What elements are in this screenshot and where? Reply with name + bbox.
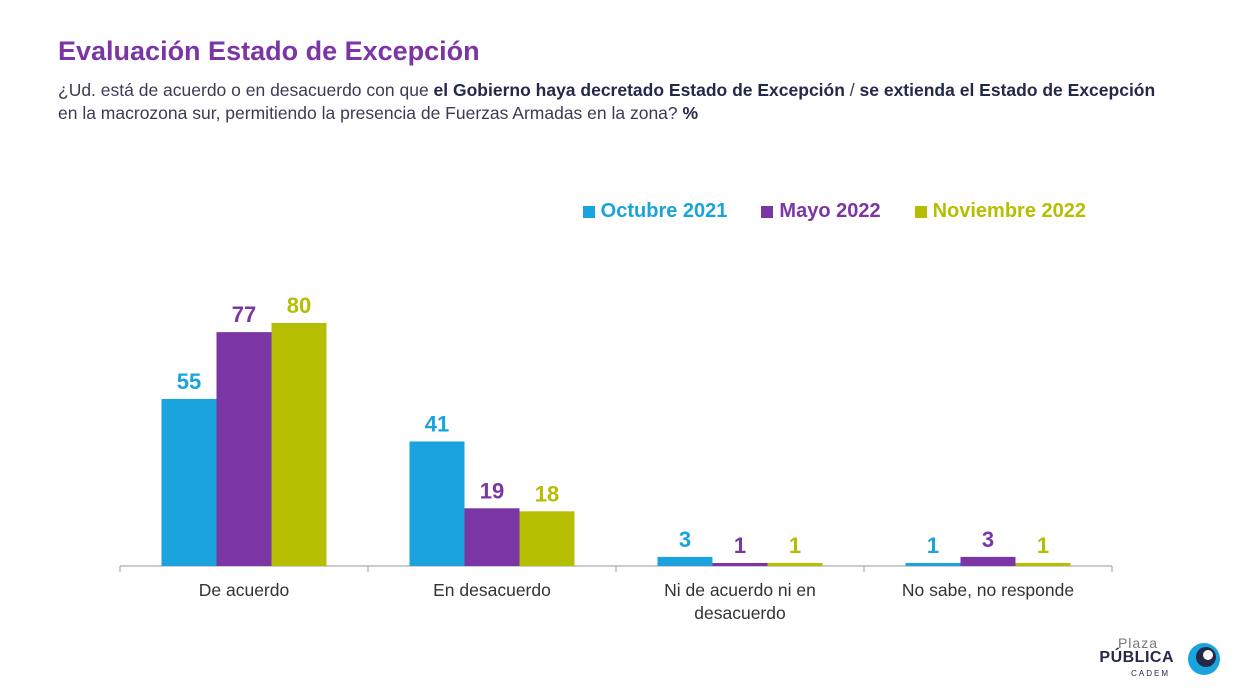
- data-label-1-series-1: 55: [177, 369, 201, 394]
- category-label-1: De acuerdo: [199, 580, 289, 600]
- bar-4-series-1: [905, 562, 961, 566]
- data-label-4-series-3: 1: [1037, 533, 1049, 558]
- category-label-3-line-1: Ni de acuerdo ni en: [664, 580, 816, 600]
- subtitle-bold2: se extienda el Estado de Excepción: [859, 80, 1156, 100]
- legend-label-3: Noviembre 2022: [932, 200, 1086, 222]
- bar-3-series-3: [767, 562, 823, 566]
- subtitle-part2: /: [844, 80, 860, 100]
- legend-item-1: Octubre 2021: [582, 200, 728, 223]
- chart-subtitle: ¿Ud. está de acuerdo o en desacuerdo con…: [58, 79, 1178, 125]
- bar-2-series-2: [464, 508, 520, 566]
- logo-text-publica: PÚBLICA: [1099, 649, 1174, 666]
- bar-4-series-3: [1015, 562, 1071, 566]
- bar-3-series-2: [712, 562, 768, 566]
- data-label-4-series-2: 3: [982, 527, 994, 552]
- subtitle-part3: en la macrozona sur, permitiendo la pres…: [58, 103, 683, 123]
- subtitle-part1: ¿Ud. está de acuerdo o en desacuerdo con…: [58, 80, 434, 100]
- logo-text-plaza: Plaza: [1117, 635, 1158, 651]
- bar-1-series-3: [271, 323, 327, 566]
- bar-4-series-2: [960, 556, 1016, 566]
- legend-item-2: Mayo 2022: [761, 200, 881, 223]
- data-label-2-series-1: 41: [425, 411, 449, 436]
- logo-mark-icon: [1188, 643, 1220, 675]
- data-label-4-series-1: 1: [927, 533, 939, 558]
- category-label-2: En desacuerdo: [433, 580, 551, 600]
- data-label-3-series-3: 1: [789, 533, 801, 558]
- logo-text-cadem: CADEM: [1131, 669, 1170, 678]
- bar-1-series-1: [161, 398, 217, 566]
- legend-swatch-2: [761, 205, 774, 218]
- bar-1-series-2: [216, 332, 272, 566]
- category-label-3-line-2: desacuerdo: [694, 603, 785, 623]
- data-label-1-series-3: 80: [287, 293, 311, 318]
- legend-label-1: Octubre 2021: [600, 200, 728, 222]
- data-label-2-series-2: 19: [480, 478, 504, 503]
- legend-item-3: Noviembre 2022: [914, 200, 1086, 223]
- bar-2-series-3: [519, 511, 575, 566]
- data-label-1-series-2: 77: [232, 302, 256, 327]
- data-label-2-series-3: 18: [535, 481, 559, 506]
- legend-label-2: Mayo 2022: [779, 200, 881, 222]
- subtitle-bold1: el Gobierno haya decretado Estado de Exc…: [433, 80, 845, 100]
- subtitle-bold3: %: [682, 103, 699, 123]
- legend-swatch-3: [914, 205, 927, 218]
- data-label-3-series-2: 1: [734, 533, 746, 558]
- logo: Plaza PÚBLICA CADEM: [1092, 635, 1222, 685]
- legend-swatch-1: [582, 205, 595, 218]
- chart-legend: Octubre 2021 Mayo 2022 Noviembre 2022: [582, 200, 1086, 223]
- data-label-3-series-1: 3: [679, 527, 691, 552]
- bar-3-series-1: [657, 556, 713, 566]
- chart-title: Evaluación Estado de Excepción: [58, 36, 480, 66]
- category-label-4: No sabe, no responde: [902, 580, 1074, 600]
- bar-2-series-1: [409, 441, 465, 566]
